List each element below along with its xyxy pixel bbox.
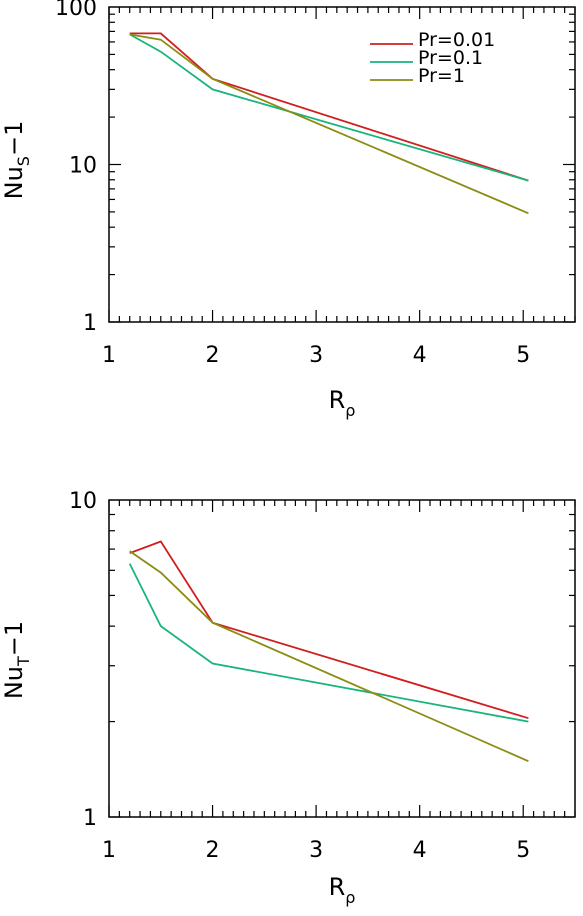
series-lines (128, 540, 529, 763)
x-tick-labels: 1 2 3 4 5 (102, 343, 530, 368)
x-tick-label: 4 (413, 838, 427, 863)
x-tick-labels: 1 2 3 4 5 (102, 838, 530, 863)
y-tick-labels: 1 10 100 (55, 0, 97, 336)
x-tick-label: 4 (413, 343, 427, 368)
y-tick-label: 100 (55, 0, 97, 21)
y-axis-title: NuT−1 (0, 621, 33, 699)
bottom-chart: 1 2 3 4 5 1 10 Rρ NuT−1 (0, 489, 576, 907)
legend-label: Pr=0.1 (418, 47, 483, 69)
series-line-1 (129, 32, 529, 182)
x-tick-label: 2 (206, 838, 220, 863)
legend-label: Pr=1 (418, 65, 465, 87)
x-tick-label: 3 (309, 343, 323, 368)
series-line-3 (129, 33, 529, 215)
series-line-2 (129, 33, 529, 182)
y-tick-label: 10 (69, 154, 97, 179)
x-tick-label: 3 (309, 838, 323, 863)
x-tick-label: 1 (102, 343, 116, 368)
x-axis-title: Rρ (329, 386, 356, 420)
x-tick-label: 5 (516, 343, 530, 368)
y-tick-label: 1 (83, 806, 97, 831)
x-tick-label: 2 (206, 343, 220, 368)
legend-label: Pr=0.01 (418, 29, 495, 51)
series-lines (129, 32, 529, 215)
series-line-1 (129, 540, 529, 720)
y-tick-label: 10 (69, 489, 97, 514)
y-axis-title: NuS−1 (0, 121, 33, 200)
axis-ticks (108, 500, 576, 818)
y-tick-label: 1 (83, 311, 97, 336)
y-tick-labels: 1 10 (69, 489, 97, 831)
x-tick-label: 1 (102, 838, 116, 863)
series-line-3 (129, 550, 529, 763)
axis-ticks (108, 7, 576, 323)
x-axis-title: Rρ (329, 873, 356, 907)
plot-frame (108, 499, 576, 818)
x-tick-label: 5 (516, 838, 530, 863)
